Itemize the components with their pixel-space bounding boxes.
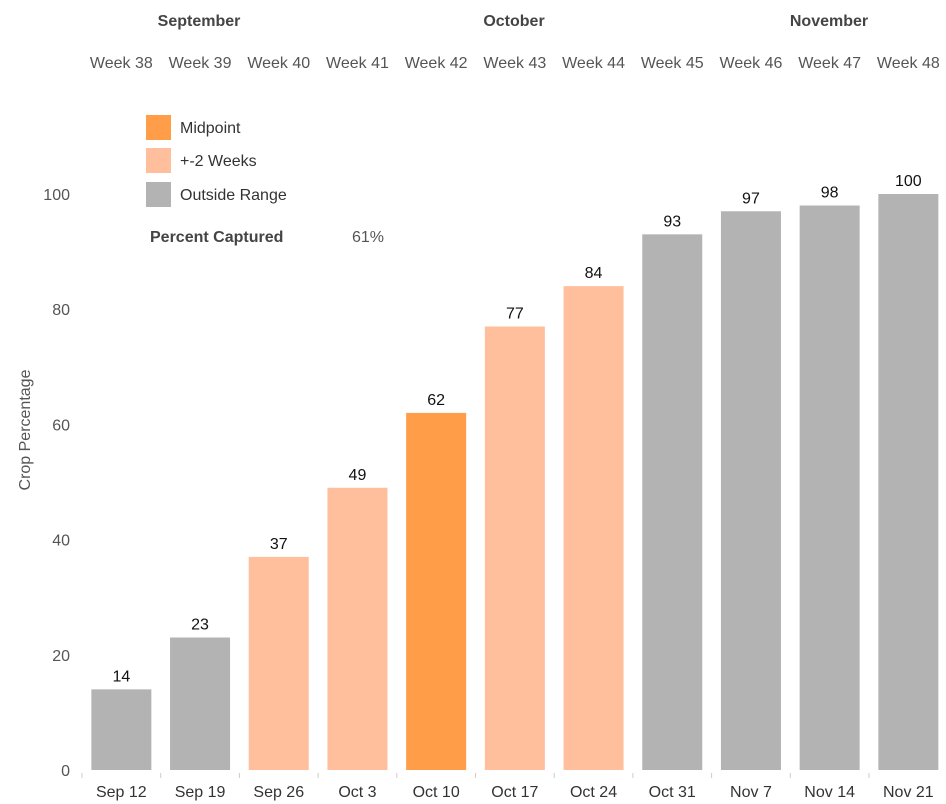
- y-tick-label: 80: [52, 302, 70, 319]
- legend-label-outside-range: Outside Range: [180, 187, 287, 204]
- week-label: Week 48: [877, 55, 940, 72]
- bar: [248, 556, 309, 770]
- x-tick-label: Oct 3: [338, 784, 376, 801]
- x-tick-label: Oct 10: [413, 784, 460, 801]
- bar-value-label: 97: [742, 190, 760, 207]
- bar-value-label: 84: [585, 265, 603, 282]
- month-label-september: September: [158, 13, 241, 30]
- y-tick-label: 100: [43, 187, 70, 204]
- week-label: Week 39: [169, 55, 232, 72]
- y-tick-label: 40: [52, 533, 70, 550]
- x-tick-label: Nov 7: [730, 784, 772, 801]
- week-label: Week 41: [326, 55, 389, 72]
- bar-value-label: 14: [112, 668, 130, 685]
- bar-value-label: 100: [895, 173, 922, 190]
- percent-captured-label: Percent Captured: [150, 229, 283, 246]
- y-tick-label: 60: [52, 417, 70, 434]
- bar: [170, 637, 231, 770]
- x-tick-label: Sep 12: [96, 784, 147, 801]
- x-axis-labels: Sep 12 Sep 19 Sep 26 Oct 3 Oct 10 Oct 17 Oct 2…: [81, 773, 934, 801]
- week-label: Week 44: [562, 55, 625, 72]
- week-label: Week 47: [798, 55, 861, 72]
- legend-swatch-outside-range: [146, 182, 171, 207]
- week-label: Week 43: [483, 55, 546, 72]
- month-label-october: October: [483, 13, 544, 30]
- bar: [91, 689, 152, 770]
- bar-value-label: 49: [349, 467, 367, 484]
- bar: [642, 234, 703, 770]
- week-label: Week 40: [247, 55, 310, 72]
- y-axis-ticks: 0 20 40 60 80 100: [43, 187, 70, 780]
- week-label: Week 46: [720, 55, 783, 72]
- bar: [406, 412, 467, 770]
- x-tick-label: Sep 26: [253, 784, 304, 801]
- month-headers: September October November: [158, 13, 868, 30]
- x-tick-label: Oct 17: [491, 784, 538, 801]
- week-label: Week 42: [405, 55, 468, 72]
- week-label: Week 45: [641, 55, 704, 72]
- bar-value-label: 37: [270, 536, 288, 553]
- bar: [484, 326, 545, 770]
- bar-value-label: 23: [191, 617, 209, 634]
- x-tick-label: Nov 14: [804, 784, 855, 801]
- bar: [327, 487, 388, 770]
- percent-captured-value: 61%: [352, 229, 384, 246]
- week-label: Week 38: [90, 55, 153, 72]
- y-tick-label: 0: [61, 763, 70, 780]
- legend-swatch-midpoint: [146, 115, 171, 140]
- bar: [799, 205, 860, 770]
- y-tick-label: 20: [52, 648, 70, 665]
- legend-label-two-weeks: +-2 Weeks: [180, 153, 257, 170]
- bar-value-label: 62: [427, 392, 445, 409]
- legend-label-midpoint: Midpoint: [180, 120, 241, 137]
- legend-swatch-two-weeks: [146, 148, 171, 173]
- week-headers: Week 38 Week 39 Week 40 Week 41 Week 42 Week …: [90, 55, 940, 72]
- bar-value-label: 93: [663, 213, 681, 230]
- bar-value-label: 98: [821, 185, 839, 202]
- value-labels: 14 23 37 49 62 77 84 93 97 98 100: [112, 173, 921, 685]
- bar-value-label: 77: [506, 305, 524, 322]
- month-label-november: November: [790, 13, 868, 30]
- bars: [91, 194, 939, 770]
- legend: Midpoint +-2 Weeks Outside Range Percent…: [146, 115, 384, 246]
- bar: [720, 211, 781, 770]
- x-tick-label: Oct 24: [570, 784, 617, 801]
- bar: [878, 194, 939, 770]
- x-tick-label: Sep 19: [175, 784, 226, 801]
- bar: [563, 286, 624, 770]
- x-tick-label: Oct 31: [649, 784, 696, 801]
- y-axis-label: Crop Percentage: [17, 369, 34, 490]
- x-tick-label: Nov 21: [883, 784, 934, 801]
